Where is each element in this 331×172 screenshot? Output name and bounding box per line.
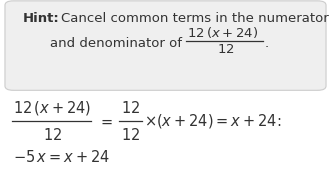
Text: $12$: $12$ [121,127,140,143]
Text: $12\,(x+24)$: $12\,(x+24)$ [187,25,258,40]
FancyBboxPatch shape [5,1,326,90]
Text: $=$: $=$ [98,114,113,129]
Text: $12$: $12$ [43,127,62,143]
Text: and denominator of: and denominator of [50,37,182,50]
Text: Cancel common terms in the numerator: Cancel common terms in the numerator [61,12,329,25]
Text: .: . [265,37,269,50]
Text: $\times(x+24)=x+24\!:$: $\times(x+24)=x+24\!:$ [144,112,282,130]
Text: Hint:: Hint: [23,12,60,25]
Text: $-5\,x=x+24$: $-5\,x=x+24$ [13,148,110,165]
Text: $12$: $12$ [121,100,140,116]
Text: $12$: $12$ [217,43,234,56]
Text: $12\,(x+24)$: $12\,(x+24)$ [13,99,92,117]
